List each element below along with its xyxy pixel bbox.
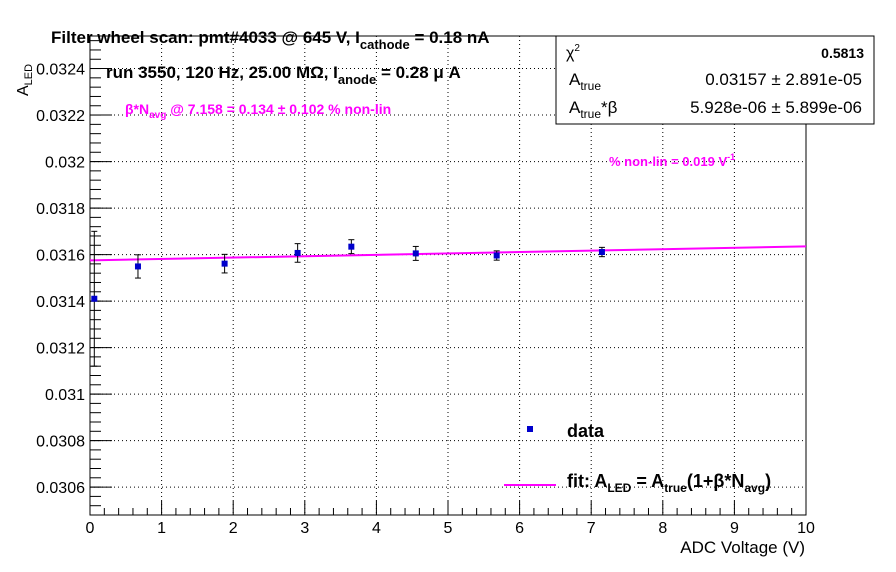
legend-data-marker: [527, 426, 533, 432]
data-point: [598, 249, 605, 256]
x-tick-label: 2: [229, 520, 238, 537]
beta-value: 5.928e-06 ± 5.899e-06: [690, 98, 862, 117]
y-tick-label: 0.0316: [36, 248, 85, 265]
x-tick-label: 0: [86, 520, 95, 537]
legend-data-label: data: [567, 421, 605, 441]
chart-title: Filter wheel scan: pmt#4033 @ 645 V, Ica…: [51, 28, 490, 52]
chi2-value: 0.5813: [821, 45, 864, 61]
x-tick-label: 5: [444, 520, 453, 537]
y-tick-label: 0.032: [45, 155, 85, 172]
tick-labels: 0 1 2 3 4 5 6 7 8 9 10 0.0306 0.0308 0.031 0.0312 0.031…: [36, 62, 815, 537]
data-point: [134, 263, 141, 270]
legend-fit-label: fit: ALED = Atrue(1+β*Navg): [567, 471, 771, 495]
beta-label: Atrue*β: [569, 98, 618, 121]
data-points: [91, 230, 605, 367]
x-tick-label: 7: [587, 520, 596, 537]
x-tick-label: 3: [300, 520, 309, 537]
y-tick-label: 0.0308: [36, 434, 85, 451]
y-tick-label: 0.0314: [36, 294, 85, 311]
y-tick-label: 0.0312: [36, 341, 85, 358]
y-tick-label: 0.031: [45, 387, 85, 404]
x-tick-label: 9: [730, 520, 739, 537]
axis-ticks: [89, 40, 807, 516]
x-tick-label: 8: [658, 520, 667, 537]
data-point: [91, 295, 98, 302]
x-axis-label: ADC Voltage (V): [680, 538, 805, 557]
y-tick-label: 0.0318: [36, 201, 85, 218]
atrue-value: 0.03157 ± 2.891e-05: [705, 70, 862, 89]
data-point: [412, 250, 419, 257]
x-tick-label: 10: [797, 520, 815, 537]
data-point: [493, 252, 500, 259]
x-tick-label: 6: [515, 520, 524, 537]
atrue-label: Atrue: [569, 70, 601, 93]
slope-annotation: % non-lin = 0.019 V-1: [609, 152, 735, 169]
legend: data fit: ALED = Atrue(1+β*Navg): [504, 421, 771, 495]
run-info: run 3550, 120 Hz, 25.00 MΩ, Ianode = 0.2…: [106, 63, 461, 87]
data-point: [221, 260, 228, 267]
y-tick-label: 0.0306: [36, 480, 85, 497]
x-tick-label: 4: [372, 520, 381, 537]
nonlin-annotation: β*Navg @ 7.158 = 0.134 ± 0.102 % non-lin: [125, 101, 391, 121]
y-tick-label: 0.0324: [36, 62, 85, 79]
stats-box: χ2 0.5813 Atrue 0.03157 ± 2.891e-05 Atru…: [555, 35, 875, 125]
fit-line: [89, 245, 807, 262]
chi2-label: χ2: [566, 43, 580, 62]
data-point: [294, 249, 301, 256]
data-point: [348, 243, 355, 250]
x-tick-label: 1: [157, 520, 166, 537]
y-axis-label: ALED: [15, 64, 35, 96]
y-tick-label: 0.0322: [36, 108, 85, 125]
